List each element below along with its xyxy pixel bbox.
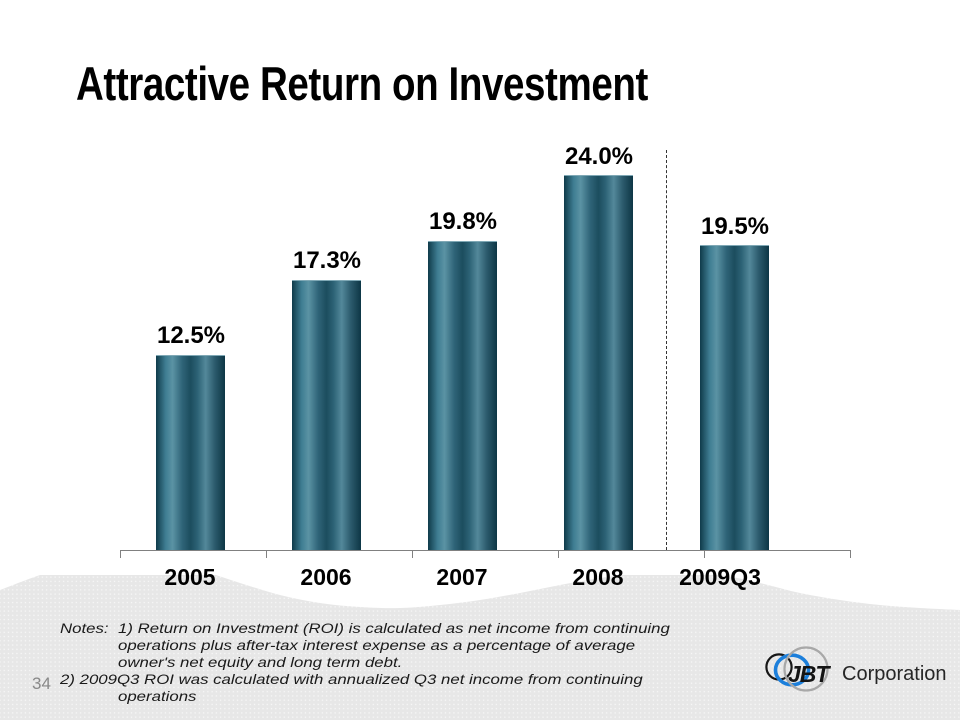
- svg-text:JBT: JBT: [788, 661, 831, 687]
- svg-text:Corporation: Corporation: [842, 663, 947, 685]
